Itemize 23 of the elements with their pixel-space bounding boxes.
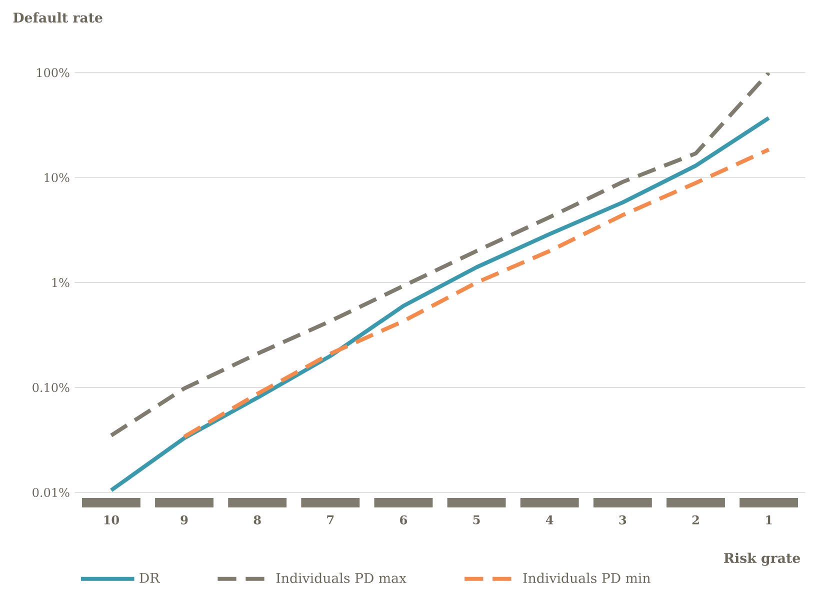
line-series [109,72,771,438]
legend-label: Individuals PD min [523,572,650,584]
line-series [109,116,771,492]
legend-label: DR [140,572,160,583]
x-tick-label: 5 [473,515,480,524]
line-series [182,148,771,439]
legend-label: Individuals PD max [276,572,406,584]
x-tick-label: 3 [619,515,626,524]
y-tick-label: 0.01% [32,488,70,498]
x-axis-title: Risk grate [724,552,800,566]
y-tick-label: 0.10% [32,383,70,392]
x-tick-label: 2 [692,515,699,524]
x-tick-label: 4 [546,515,554,524]
x-tick-label: 6 [400,515,408,524]
y-tick-label: 1% [52,278,70,288]
y-tick-label: 10% [44,173,70,182]
x-tick-label: 8 [254,515,261,524]
x-tick-label: 1 [766,515,772,524]
x-tick-label: 10 [104,515,119,524]
x-tick-label: 9 [180,515,188,524]
x-tick-label: 7 [327,515,334,524]
y-axis-title: Default rate [13,12,102,23]
y-tick-label: 100% [37,68,70,78]
